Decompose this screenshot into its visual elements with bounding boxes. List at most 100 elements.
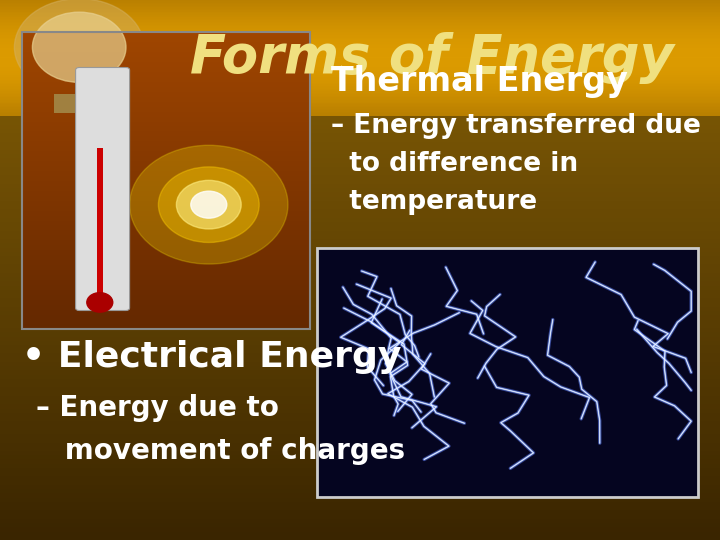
Bar: [0, 485, 720, 489]
Bar: [0, 188, 720, 192]
Bar: [0, 158, 720, 163]
Circle shape: [87, 293, 113, 312]
FancyBboxPatch shape: [76, 68, 130, 310]
Bar: [0, 120, 720, 125]
Bar: [0, 141, 720, 146]
Bar: [0, 113, 720, 114]
Bar: [0, 400, 720, 404]
Bar: [0, 103, 720, 105]
Bar: [0, 460, 720, 464]
Bar: [0, 167, 720, 171]
Bar: [0, 277, 720, 281]
Bar: [0, 210, 720, 214]
Bar: [0, 16, 720, 17]
Bar: [0, 163, 720, 167]
Text: to difference in: to difference in: [331, 151, 578, 177]
Bar: [0, 26, 720, 28]
Bar: [0, 52, 720, 53]
Bar: [0, 502, 720, 506]
Bar: [0, 409, 720, 413]
Bar: [0, 515, 720, 519]
Bar: [0, 53, 720, 55]
Bar: [0, 247, 720, 252]
Bar: [0, 324, 720, 328]
Circle shape: [14, 0, 144, 96]
Bar: [22, 32, 310, 329]
Bar: [0, 472, 720, 476]
Bar: [0, 100, 720, 102]
Bar: [0, 40, 720, 42]
Bar: [0, 383, 720, 387]
Bar: [0, 235, 720, 239]
Bar: [0, 154, 720, 159]
Bar: [0, 239, 720, 243]
Bar: [0, 332, 720, 336]
Bar: [0, 49, 720, 51]
Bar: [0, 214, 720, 218]
Bar: [0, 341, 720, 345]
Bar: [0, 519, 720, 523]
Bar: [0, 44, 720, 45]
Bar: [0, 97, 720, 99]
Bar: [0, 197, 720, 201]
Circle shape: [158, 167, 259, 242]
Bar: [0, 269, 720, 273]
Bar: [0, 290, 720, 294]
Bar: [0, 392, 720, 396]
Bar: [22, 191, 310, 195]
Bar: [22, 161, 310, 166]
Bar: [54, 94, 104, 113]
Bar: [22, 295, 310, 300]
Bar: [22, 166, 310, 171]
Bar: [22, 151, 310, 156]
Bar: [0, 70, 720, 71]
Bar: [0, 65, 720, 67]
Bar: [0, 33, 720, 35]
Bar: [0, 349, 720, 354]
Bar: [0, 379, 720, 383]
Bar: [22, 171, 310, 176]
Bar: [0, 83, 720, 84]
Bar: [0, 137, 720, 141]
Bar: [0, 13, 720, 15]
Bar: [0, 19, 720, 21]
Text: movement of charges: movement of charges: [36, 437, 405, 465]
Bar: [0, 311, 720, 315]
Bar: [0, 112, 720, 113]
Bar: [0, 536, 720, 540]
Circle shape: [32, 12, 126, 82]
Bar: [0, 46, 720, 48]
Bar: [22, 235, 310, 240]
Bar: [0, 243, 720, 247]
Bar: [0, 129, 720, 133]
Bar: [0, 9, 720, 10]
Bar: [0, 51, 720, 52]
Bar: [0, 231, 720, 235]
Bar: [0, 94, 720, 96]
Bar: [22, 265, 310, 270]
Bar: [0, 89, 720, 90]
Bar: [0, 57, 720, 58]
Bar: [22, 146, 310, 151]
Bar: [0, 32, 720, 33]
Bar: [22, 42, 310, 47]
Bar: [0, 413, 720, 417]
Bar: [22, 300, 310, 305]
Bar: [0, 375, 720, 379]
Bar: [22, 122, 310, 126]
Bar: [22, 314, 310, 320]
Bar: [0, 176, 720, 180]
Bar: [0, 205, 720, 210]
Bar: [22, 270, 310, 275]
Bar: [0, 93, 720, 94]
Bar: [0, 307, 720, 311]
Bar: [0, 99, 720, 100]
Bar: [0, 38, 720, 39]
Bar: [22, 250, 310, 255]
Bar: [22, 211, 310, 215]
Bar: [0, 58, 720, 59]
Bar: [22, 255, 310, 260]
Bar: [22, 72, 310, 77]
Text: – Energy transferred due: – Energy transferred due: [331, 113, 701, 139]
Bar: [0, 6, 720, 7]
